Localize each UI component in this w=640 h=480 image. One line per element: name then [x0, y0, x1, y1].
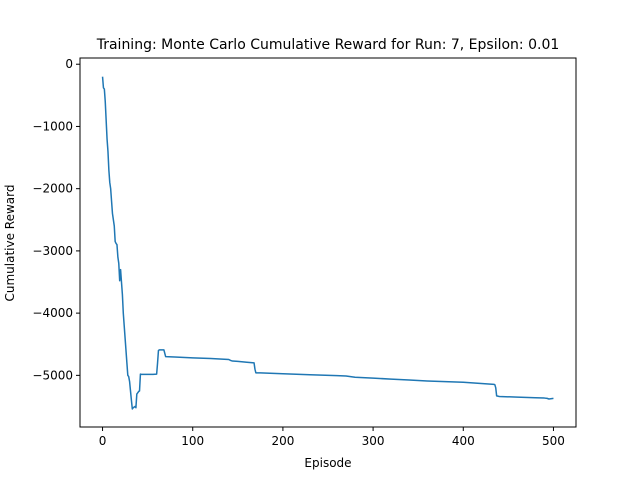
y-tick-label: −4000 — [32, 306, 73, 320]
x-tick-label: 0 — [99, 434, 107, 448]
y-tick-label: 0 — [65, 57, 73, 71]
y-tick-label: −3000 — [32, 244, 73, 258]
series-line-0 — [101, 76, 554, 410]
chart-title: Training: Monte Carlo Cumulative Reward … — [96, 37, 560, 53]
x-tick-label: 400 — [452, 434, 475, 448]
y-axis-title: Cumulative Reward — [3, 185, 17, 302]
plot-layer — [101, 76, 554, 410]
x-tick-label: 300 — [362, 434, 385, 448]
plot-frame — [79, 57, 577, 428]
tick-layer: 0 100 200 300 400 500 0 −1000 −2000 −3000 −4000 −50… — [32, 57, 565, 448]
x-tick-label: 500 — [542, 434, 565, 448]
y-tick-label: −5000 — [32, 368, 73, 382]
x-tick-label: 100 — [181, 434, 204, 448]
y-tick-label: −2000 — [32, 182, 73, 196]
x-axis-title: Episode — [304, 456, 351, 470]
y-tick-label: −1000 — [32, 119, 73, 133]
x-tick-label: 200 — [271, 434, 294, 448]
